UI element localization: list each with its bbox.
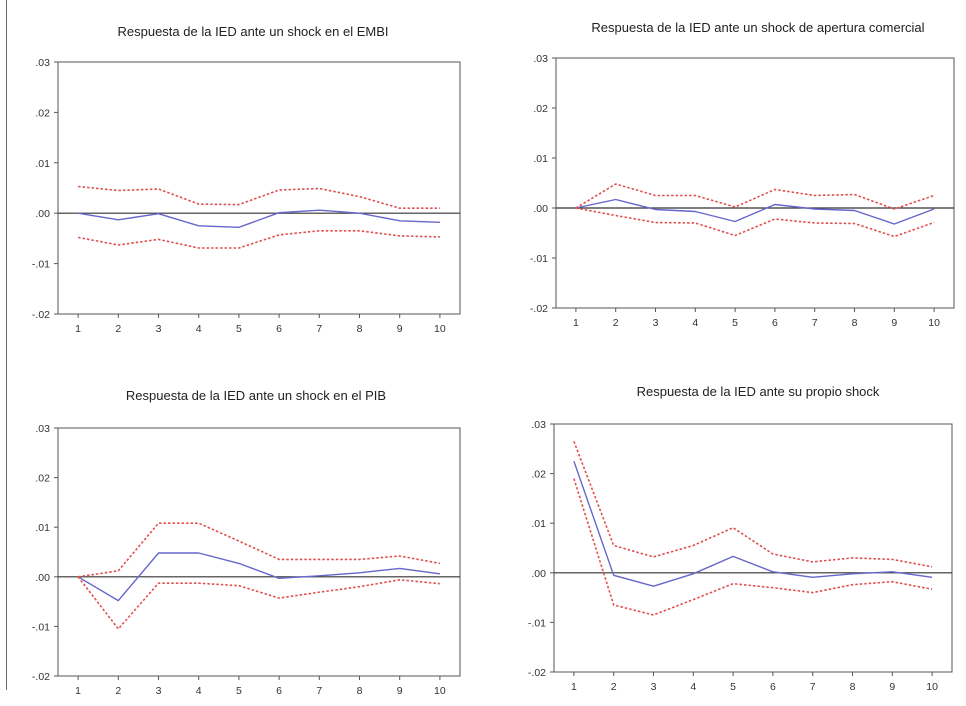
y-tick-label: -.01: [528, 617, 546, 629]
y-tick-label: .01: [531, 518, 546, 530]
x-tick-label: 3: [156, 323, 162, 335]
x-tick-label: 8: [852, 317, 858, 329]
y-tick-label: .02: [35, 473, 50, 485]
x-tick-label: 2: [613, 317, 619, 329]
x-tick-label: 7: [316, 323, 322, 335]
lower-band-line: [77, 230, 440, 249]
x-tick-label: 1: [75, 685, 81, 697]
response-line: [77, 552, 440, 602]
y-tick-label: .00: [533, 203, 548, 215]
plot-frame: [57, 427, 461, 677]
x-tick-label: 3: [653, 317, 659, 329]
y-tick-label: .02: [533, 103, 548, 115]
x-tick-label: 1: [571, 681, 577, 693]
x-tick-label: 9: [889, 681, 895, 693]
x-tick-label: 7: [810, 681, 816, 693]
x-tick-label: 6: [276, 323, 282, 335]
y-tick-label: .03: [35, 57, 50, 69]
y-tick-label: -.02: [32, 309, 50, 321]
y-tick-label: .00: [531, 568, 546, 580]
y-tick-label: -.02: [32, 671, 50, 683]
plot-frame: [553, 423, 953, 673]
x-tick-label: 7: [812, 317, 818, 329]
x-tick-label: 8: [357, 685, 363, 697]
x-tick-label: 4: [196, 685, 202, 697]
y-tick-label: .01: [35, 158, 50, 170]
chart-panel-2: Respuesta de la IED ante un shock de ape…: [530, 20, 955, 329]
chart-title: Respuesta de la IED ante su propio shock: [637, 384, 880, 399]
x-tick-label: 6: [772, 317, 778, 329]
y-tick-label: .03: [35, 423, 50, 435]
x-tick-label: 2: [115, 323, 121, 335]
x-tick-label: 4: [692, 317, 698, 329]
upper-band-line: [77, 522, 441, 578]
chart-title: Respuesta de la IED ante un shock en el …: [126, 388, 386, 403]
x-tick-label: 2: [115, 685, 121, 697]
y-tick-label: -.02: [528, 667, 546, 679]
x-tick-label: 1: [75, 323, 81, 335]
x-tick-label: 3: [156, 685, 162, 697]
y-tick-label: -.02: [530, 303, 548, 315]
x-tick-label: 6: [770, 681, 776, 693]
x-tick-label: 9: [397, 323, 403, 335]
x-tick-label: 6: [276, 685, 282, 697]
y-tick-label: .01: [35, 522, 50, 534]
plot-frame: [555, 57, 955, 309]
chart-panel-1: Respuesta de la IED ante un shock en el …: [32, 24, 461, 335]
chart-panel-3: Respuesta de la IED ante un shock en el …: [32, 388, 461, 697]
y-tick-label: -.01: [32, 621, 50, 633]
y-tick-label: -.01: [32, 259, 50, 271]
x-tick-label: 8: [357, 323, 363, 335]
x-tick-label: 4: [196, 323, 202, 335]
y-tick-label: .03: [533, 53, 548, 65]
y-tick-label: .00: [35, 572, 50, 584]
y-tick-label: -.01: [530, 253, 548, 265]
response-line: [77, 209, 440, 229]
x-tick-label: 10: [928, 317, 940, 329]
x-tick-label: 7: [316, 685, 322, 697]
upper-band-line: [575, 183, 935, 210]
x-tick-label: 10: [926, 681, 938, 693]
x-tick-label: 5: [236, 685, 242, 697]
x-tick-label: 10: [434, 685, 446, 697]
lower-band-line: [573, 478, 933, 616]
x-tick-label: 4: [690, 681, 696, 693]
response-line: [573, 460, 933, 587]
chart-title: Respuesta de la IED ante un shock en el …: [118, 24, 389, 39]
x-tick-label: 10: [434, 323, 446, 335]
chart-title: Respuesta de la IED ante un shock de ape…: [591, 20, 924, 35]
y-tick-label: .02: [531, 469, 546, 481]
y-tick-label: .03: [531, 419, 546, 431]
plot-frame: [57, 61, 461, 315]
left-border-line: [6, 0, 7, 690]
y-tick-label: .02: [35, 107, 50, 119]
x-tick-label: 5: [732, 317, 738, 329]
x-tick-label: 8: [850, 681, 856, 693]
x-tick-label: 5: [236, 323, 242, 335]
x-tick-label: 1: [573, 317, 579, 329]
upper-band-line: [573, 441, 933, 568]
y-tick-label: .00: [35, 208, 50, 220]
x-tick-label: 3: [651, 681, 657, 693]
lower-band-line: [575, 207, 935, 238]
x-tick-label: 9: [891, 317, 897, 329]
x-tick-label: 2: [611, 681, 617, 693]
x-tick-label: 9: [397, 685, 403, 697]
chart-panel-4: Respuesta de la IED ante su propio shock…: [528, 384, 953, 693]
x-tick-label: 5: [730, 681, 736, 693]
lower-band-line: [77, 576, 440, 630]
upper-band-line: [78, 185, 440, 209]
response-line: [575, 198, 935, 225]
y-tick-label: .01: [533, 153, 548, 165]
